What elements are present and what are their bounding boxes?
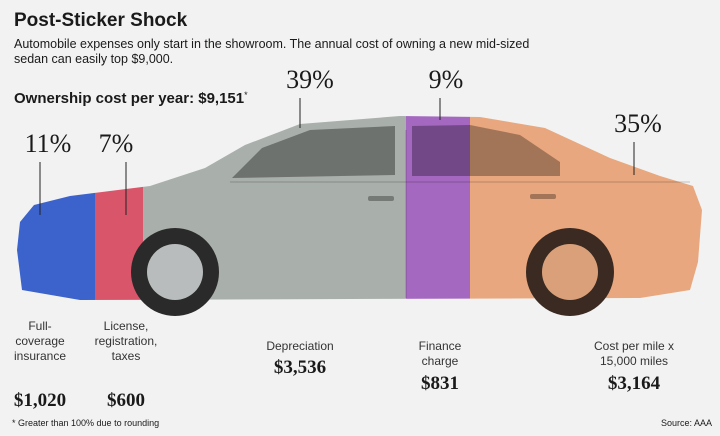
segment-label: taxes xyxy=(112,349,141,363)
percent: 11% xyxy=(25,129,72,158)
amount: $3,164 xyxy=(608,373,661,394)
percent: 7% xyxy=(99,129,134,158)
subtitle-line: sedan can easily top $9,000. xyxy=(14,52,173,66)
source: Source: AAA xyxy=(661,418,712,428)
total-amount: $9,151 xyxy=(198,90,244,107)
segment-label: Finance xyxy=(419,339,462,353)
door-handle xyxy=(368,196,394,201)
segment-label: registration, xyxy=(95,334,158,348)
segment-label: Full- xyxy=(28,319,51,333)
segment-label: Cost per mile x xyxy=(594,339,674,353)
total-label: Ownership cost per year: $9,151* xyxy=(14,90,248,107)
car-details xyxy=(131,125,690,316)
amount: $1,020 xyxy=(14,390,66,411)
front-rim xyxy=(147,244,203,300)
segment-label: insurance xyxy=(14,349,66,363)
door-handle xyxy=(530,194,556,199)
percent: 35% xyxy=(614,109,662,138)
rear-window xyxy=(412,125,560,176)
segment-label: coverage xyxy=(15,334,65,348)
total-caption: Ownership cost per year: xyxy=(14,90,194,107)
footnote: * Greater than 100% due to rounding xyxy=(12,418,159,428)
amount: $3,536 xyxy=(274,357,326,378)
total-note-mark: * xyxy=(244,90,248,100)
segment-label: 15,000 miles xyxy=(600,354,668,368)
segment-label: charge xyxy=(422,354,459,368)
subtitle-line: Automobile expenses only start in the sh… xyxy=(14,37,529,51)
segment-label: License, xyxy=(104,319,149,333)
amount: $831 xyxy=(421,373,459,394)
segment-label: Depreciation xyxy=(266,339,333,353)
rear-rim xyxy=(542,244,598,300)
segment xyxy=(406,116,470,300)
amount: $600 xyxy=(107,390,145,411)
front-window xyxy=(232,126,395,178)
title: Post-Sticker Shock xyxy=(14,10,188,31)
percent: 39% xyxy=(286,65,334,94)
percent: 9% xyxy=(429,65,464,94)
